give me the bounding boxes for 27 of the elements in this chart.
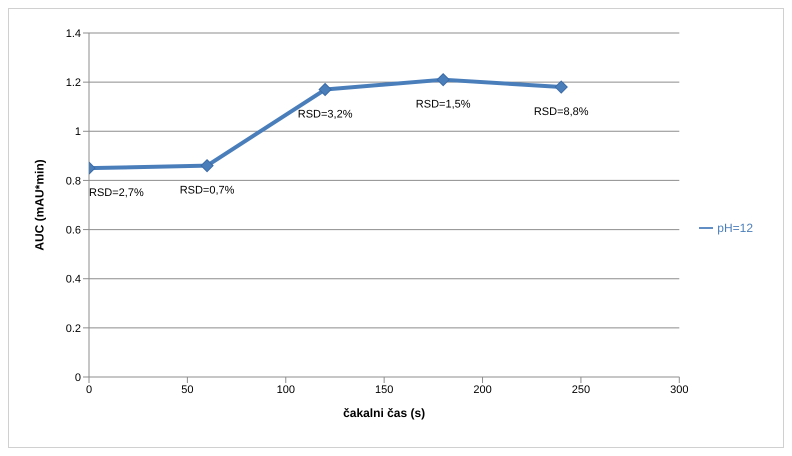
y-tick-label: 0.6 [66,224,81,236]
y-tick-label: 0.2 [66,322,81,335]
annotation: RSD=0,7% [180,184,235,196]
y-tick-label: 0 [74,372,81,384]
y-tick-label: 1 [74,126,81,138]
x-tick-label: 300 [670,384,688,396]
x-tick-label: 150 [374,384,394,396]
point [554,80,568,94]
annotation: RSD=2,7% [89,186,144,199]
x-tick-label: 200 [473,384,492,396]
y-tick-label: 1.2 [66,77,81,90]
point [318,83,332,96]
annotation: RSD=1,5% [416,98,471,110]
x-tick-label: 100 [276,384,295,396]
y-tick-label: 0.4 [66,274,81,286]
point [436,73,450,86]
x-tick-label: 250 [572,384,590,396]
y-axis-title: AUC (mAU*min) [32,159,46,251]
y-tick-label: 1.4 [66,28,81,40]
x-tick-label: 50 [181,384,194,396]
y-tick-label: 0.8 [66,175,81,188]
point [200,159,214,172]
x-axis-title: čakalni čas (s) [343,406,426,420]
legend-label: pH=12 [717,220,753,235]
x-tick-label: 0 [86,384,92,396]
annotation: RSD=3,2% [298,108,353,120]
annotation: RSD=8,8% [534,106,589,118]
